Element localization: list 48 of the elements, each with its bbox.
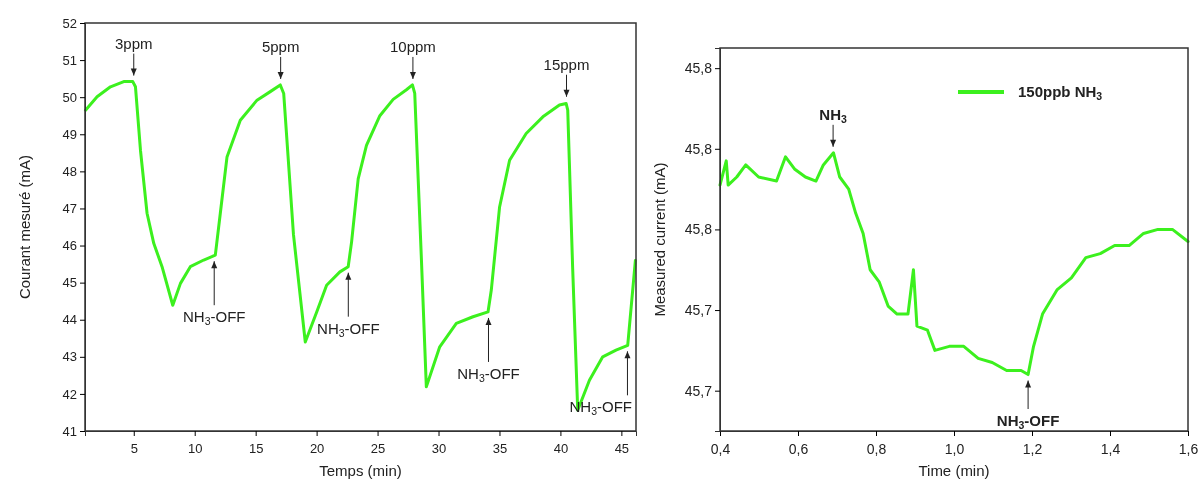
annotation: NH$_{3}$-OFF <box>317 319 380 339</box>
y-tick-label: 48 <box>62 164 77 180</box>
x-axis-title: Temps (min) <box>319 462 402 479</box>
x-tick-label: 20 <box>309 441 325 457</box>
y-tick-label: 46 <box>62 238 77 254</box>
annotation: 3ppm <box>115 34 153 52</box>
x-tick-label: 0,6 <box>788 441 809 458</box>
y-tick-label: 45 <box>62 275 77 291</box>
annotation: 5ppm <box>261 37 300 55</box>
annotation: NH$_{3}$-OFF <box>182 308 246 328</box>
y-tick-label: 45,8 <box>684 140 713 157</box>
x-tick-label: 0,4 <box>710 441 731 458</box>
x-axis-title: Time (min) <box>918 462 990 479</box>
annotation: NH$_{3}$-OFF <box>457 364 520 385</box>
x-tick-label: 1,4 <box>1100 441 1121 458</box>
x-tick-label: 40 <box>553 441 569 457</box>
x-tick-label: 1,6 <box>1178 441 1199 458</box>
x-tick-label: 25 <box>370 441 386 457</box>
x-tick-label: 5 <box>130 441 138 457</box>
annotation: NH$_{3}$-OFF <box>996 412 1060 432</box>
y-axis-title: Courant mesuré (mA) <box>16 154 33 300</box>
x-tick-label: 1,0 <box>944 441 965 458</box>
x-tick-label: 30 <box>431 441 447 457</box>
y-tick-label: 52 <box>62 15 77 31</box>
annotation: 15ppm <box>543 55 590 73</box>
x-tick-label: 10 <box>187 441 203 457</box>
y-tick-label: 49 <box>62 126 77 142</box>
y-tick-label: 50 <box>62 89 77 105</box>
y-tick-label: 51 <box>62 52 77 68</box>
y-tick-label: 45,7 <box>684 302 713 319</box>
x-tick-label: 45 <box>614 441 630 457</box>
line-series <box>718 151 1190 377</box>
y-tick-label: 43 <box>62 349 77 365</box>
y-tick-label: 42 <box>62 386 77 402</box>
x-tick-label: 35 <box>492 441 508 457</box>
annotation: NH$_{3}$ <box>819 105 848 126</box>
x-tick-label: 0,8 <box>866 441 887 458</box>
x-tick-label: 15 <box>248 441 264 457</box>
y-axis-title: Measured current (mA) <box>651 162 668 317</box>
y-tick-label: 47 <box>62 201 77 217</box>
y-tick-label: 45,7 <box>684 382 713 399</box>
legend-label: 150ppb NH$_{3}$ <box>1018 83 1103 103</box>
x-tick-label: 1,2 <box>1022 441 1043 458</box>
y-tick-label: 41 <box>62 423 77 439</box>
y-tick-label: 45,8 <box>684 221 713 238</box>
y-tick-label: 44 <box>62 312 77 328</box>
y-tick-label: 45,8 <box>684 60 713 77</box>
annotation: 10ppm <box>389 37 436 55</box>
